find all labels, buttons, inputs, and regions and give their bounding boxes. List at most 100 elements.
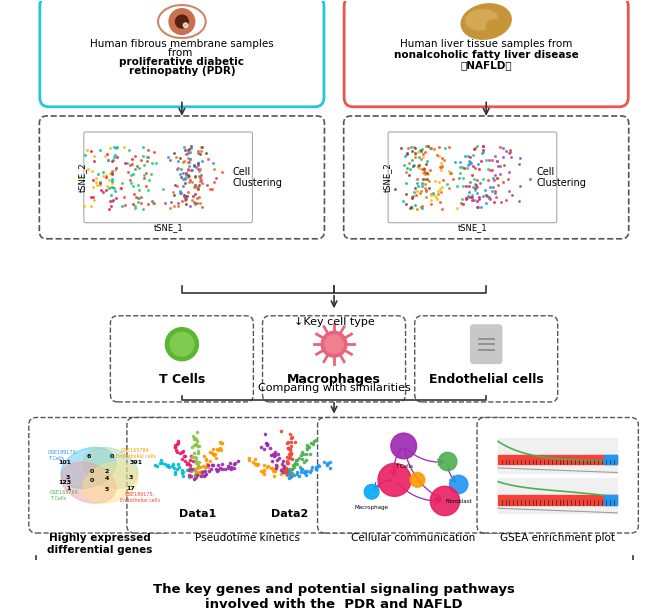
Point [189, 465, 200, 475]
Point [108, 155, 118, 164]
Point [300, 456, 311, 465]
Point [307, 440, 318, 449]
Point [88, 192, 98, 202]
Point [196, 178, 207, 188]
Point [181, 191, 192, 201]
Point [103, 155, 114, 165]
Point [468, 161, 478, 171]
Point [412, 178, 423, 188]
FancyBboxPatch shape [262, 316, 405, 402]
Point [478, 141, 488, 151]
Ellipse shape [169, 9, 195, 34]
Text: Macrophage: Macrophage [355, 505, 389, 510]
Point [324, 463, 335, 473]
Point [403, 158, 414, 168]
Point [424, 165, 435, 175]
Point [193, 457, 204, 467]
Point [460, 151, 470, 161]
Point [180, 145, 191, 155]
Point [128, 189, 139, 199]
Point [126, 178, 136, 188]
Point [284, 473, 294, 482]
Point [283, 437, 294, 447]
Point [185, 460, 195, 470]
Point [468, 150, 479, 160]
Text: GSE165784:
T Cells: GSE165784: T Cells [50, 490, 80, 501]
Text: The key genes and potential signaling pathways
involved with the  PDR and NAFLD: The key genes and potential signaling pa… [153, 583, 515, 609]
Point [409, 161, 419, 171]
Point [421, 159, 432, 169]
Point [281, 470, 292, 479]
FancyBboxPatch shape [498, 478, 617, 513]
Point [448, 174, 458, 184]
Point [189, 440, 200, 450]
Point [472, 202, 482, 212]
Point [172, 465, 183, 474]
Point [188, 457, 199, 466]
Point [285, 465, 296, 474]
Point [461, 193, 472, 203]
Point [293, 453, 304, 463]
Point [289, 462, 300, 471]
Point [194, 173, 205, 183]
Point [173, 437, 183, 446]
Point [119, 142, 130, 152]
Point [193, 172, 204, 181]
Point [117, 201, 128, 211]
Point [185, 154, 195, 164]
Point [171, 439, 182, 449]
Point [146, 169, 157, 179]
Point [504, 147, 515, 157]
Point [399, 160, 409, 170]
Point [217, 464, 227, 474]
Point [195, 175, 206, 185]
Point [185, 141, 196, 151]
Point [477, 191, 488, 201]
Text: tSNE_1: tSNE_1 [153, 224, 183, 232]
Point [407, 192, 417, 202]
Point [505, 152, 516, 162]
Point [514, 181, 525, 191]
Point [493, 180, 504, 190]
Point [483, 193, 494, 203]
Point [262, 440, 273, 449]
Point [480, 199, 491, 208]
Point [158, 185, 169, 194]
Point [106, 174, 117, 184]
Point [270, 465, 281, 474]
Point [442, 179, 452, 189]
Point [422, 157, 433, 166]
Point [252, 460, 262, 470]
Point [224, 458, 235, 468]
Point [188, 161, 199, 171]
FancyBboxPatch shape [470, 325, 502, 364]
Point [279, 463, 290, 473]
Point [420, 141, 431, 151]
Point [282, 471, 292, 481]
Point [302, 466, 312, 476]
Text: nonalcoholic fatty liver disease: nonalcoholic fatty liver disease [394, 49, 579, 60]
Point [103, 155, 114, 165]
Point [115, 183, 126, 192]
Point [482, 191, 492, 201]
Point [494, 161, 505, 171]
Point [472, 159, 483, 169]
Point [183, 171, 194, 181]
Point [96, 185, 106, 195]
Point [432, 150, 443, 160]
Point [420, 169, 431, 178]
Point [203, 462, 213, 471]
Point [79, 201, 90, 211]
Point [489, 175, 500, 185]
Point [88, 195, 99, 205]
Point [177, 446, 188, 456]
Point [458, 199, 468, 208]
Point [182, 164, 193, 174]
Point [186, 165, 197, 175]
Point [409, 142, 419, 152]
Point [190, 189, 201, 199]
Point [195, 471, 206, 481]
Point [200, 454, 211, 463]
Text: 123: 123 [58, 480, 71, 485]
Point [138, 160, 149, 170]
